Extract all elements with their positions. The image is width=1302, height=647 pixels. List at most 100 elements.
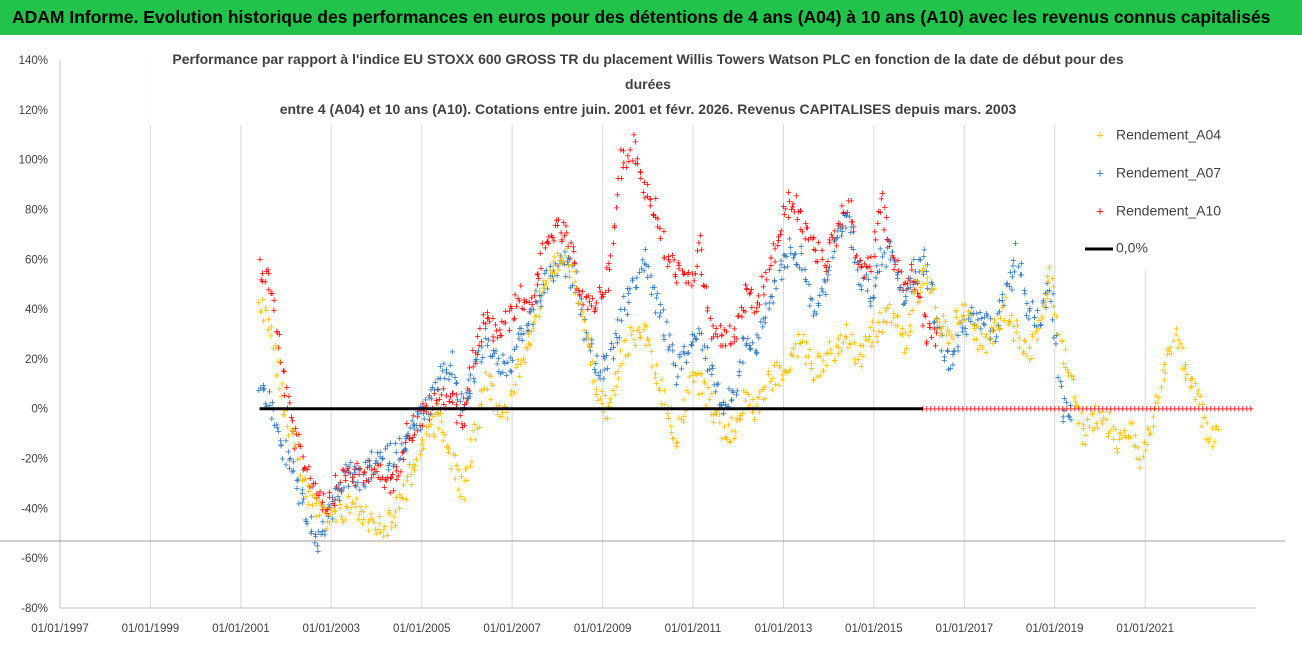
data-point: +: [820, 356, 826, 368]
data-point: +: [946, 326, 952, 338]
data-point: +: [703, 282, 709, 294]
data-point: +: [409, 435, 415, 447]
data-point: +: [1103, 414, 1109, 426]
data-point: +: [840, 207, 846, 219]
data-point: +: [518, 329, 524, 341]
y-tick-label: 100%: [19, 155, 48, 167]
data-point: +: [889, 246, 895, 258]
data-point: +: [754, 306, 760, 318]
data-point: +: [579, 304, 585, 316]
data-point: +: [857, 349, 863, 361]
data-point: +: [976, 404, 982, 416]
data-point: +: [410, 462, 416, 474]
data-point: +: [285, 431, 291, 443]
data-point: +: [462, 399, 468, 411]
data-point: +: [1034, 305, 1040, 317]
x-tick-label: 01/01/1997: [31, 623, 89, 635]
data-point: +: [982, 331, 988, 343]
data-point: +: [531, 291, 537, 303]
data-point: +: [747, 343, 753, 355]
data-point: +: [554, 270, 560, 282]
data-point: +: [1072, 404, 1078, 416]
data-point: +: [536, 290, 542, 302]
data-point: +: [955, 318, 961, 330]
data-point: +: [621, 336, 627, 348]
data-point: +: [1134, 454, 1140, 466]
data-point: +: [1060, 416, 1066, 428]
data-point: +: [747, 400, 753, 412]
data-point: +: [260, 385, 266, 397]
data-point: +: [693, 334, 699, 346]
data-point: +: [798, 206, 804, 218]
data-point: +: [1207, 434, 1213, 446]
data-point: +: [381, 525, 387, 537]
data-point: +: [521, 297, 527, 309]
data-point: +: [352, 461, 358, 473]
data-point: +: [875, 206, 881, 218]
data-point: +: [515, 359, 521, 371]
data-point: +: [891, 264, 897, 276]
data-point: +: [1026, 342, 1032, 354]
data-point: +: [1212, 404, 1218, 416]
data-point: +: [320, 488, 326, 500]
data-point: +: [545, 238, 551, 250]
data-point: +: [399, 448, 405, 460]
data-point: +: [821, 275, 827, 287]
data-point: +: [739, 409, 745, 421]
data-point: +: [893, 320, 899, 332]
data-point: +: [275, 342, 281, 354]
data-point: +: [637, 332, 643, 344]
data-point: +: [1061, 393, 1067, 405]
data-point: +: [490, 332, 496, 344]
data-point: +: [780, 201, 786, 213]
data-point: +: [924, 404, 930, 416]
data-point: +: [760, 282, 766, 294]
data-point: +: [756, 333, 762, 345]
data-point: +: [299, 488, 305, 500]
data-point: +: [1096, 404, 1102, 416]
data-point: +: [449, 346, 455, 358]
data-point: +: [1100, 412, 1106, 424]
data-point: +: [961, 314, 967, 326]
data-point: +: [681, 341, 687, 353]
data-point: +: [647, 194, 653, 206]
data-point: +: [599, 289, 605, 301]
data-point: +: [589, 293, 595, 305]
data-point: +: [312, 531, 318, 543]
data-point: +: [421, 413, 427, 425]
data-point: +: [674, 437, 680, 449]
data-point: +: [661, 386, 667, 398]
data-point: +: [544, 236, 550, 248]
data-point: +: [348, 502, 354, 514]
data-point: +: [1240, 404, 1246, 416]
data-point: +: [608, 338, 614, 350]
data-point: +: [792, 339, 798, 351]
data-point: +: [604, 263, 610, 275]
data-point: +: [1044, 278, 1050, 290]
data-point: +: [401, 445, 407, 457]
data-point: +: [907, 273, 913, 285]
data-point: +: [868, 252, 874, 264]
data-point: +: [796, 262, 802, 274]
data-point: +: [670, 359, 676, 371]
data-point: +: [1192, 378, 1198, 390]
data-point: +: [1014, 327, 1020, 339]
data-point: +: [863, 335, 869, 347]
data-point: +: [334, 484, 340, 496]
data-point: +: [891, 254, 897, 266]
data-point: +: [883, 262, 889, 274]
data-point: +: [584, 329, 590, 341]
data-point: +: [789, 350, 795, 362]
data-point: +: [490, 380, 496, 392]
data-point: +: [1187, 383, 1193, 395]
data-point: +: [920, 269, 926, 281]
data-point: +: [1150, 421, 1156, 433]
x-tick-label: 01/01/2021: [1116, 623, 1174, 635]
data-point: +: [1055, 329, 1061, 341]
data-point: +: [718, 400, 724, 412]
data-point: +: [637, 167, 643, 179]
data-point: +: [666, 342, 672, 354]
data-point: +: [790, 199, 796, 211]
data-point: +: [633, 282, 639, 294]
data-point: +: [384, 441, 390, 453]
